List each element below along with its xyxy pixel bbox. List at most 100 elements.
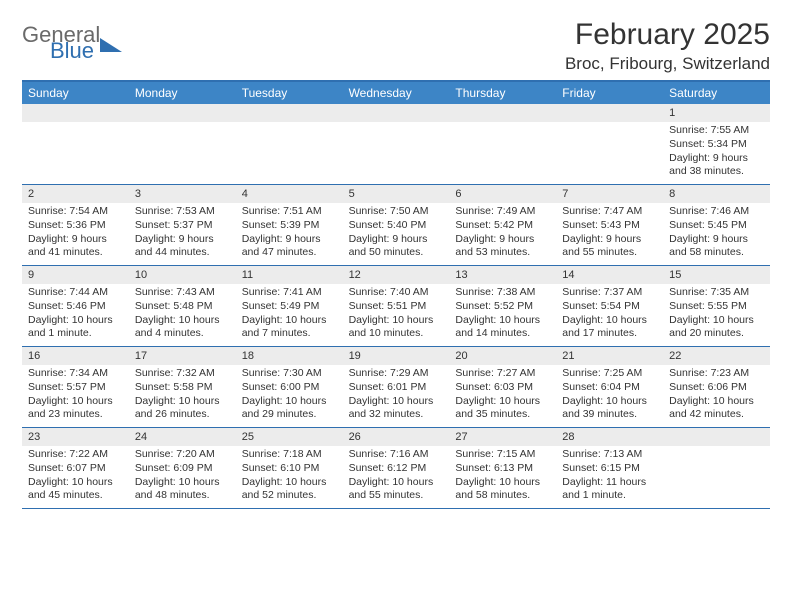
day-details: Sunrise: 7:55 AMSunset: 5:34 PMDaylight:…: [663, 122, 770, 183]
sunrise-text: Sunrise: 7:18 AM: [242, 448, 337, 462]
daylight-text: Daylight: 10 hours and 10 minutes.: [349, 314, 444, 341]
day-details: Sunrise: 7:50 AMSunset: 5:40 PMDaylight:…: [343, 203, 450, 264]
day-cell: 2Sunrise: 7:54 AMSunset: 5:36 PMDaylight…: [22, 185, 129, 265]
day-cell: 22Sunrise: 7:23 AMSunset: 6:06 PMDayligh…: [663, 347, 770, 427]
daylight-text: Daylight: 10 hours and 48 minutes.: [135, 476, 230, 503]
day-details: Sunrise: 7:53 AMSunset: 5:37 PMDaylight:…: [129, 203, 236, 264]
day-cell: 23Sunrise: 7:22 AMSunset: 6:07 PMDayligh…: [22, 428, 129, 508]
sunrise-text: Sunrise: 7:27 AM: [455, 367, 550, 381]
location-subtitle: Broc, Fribourg, Switzerland: [565, 54, 770, 74]
sunset-text: Sunset: 5:52 PM: [455, 300, 550, 314]
logo-triangle-icon: [100, 38, 122, 52]
sunrise-text: Sunrise: 7:30 AM: [242, 367, 337, 381]
sunset-text: Sunset: 5:45 PM: [669, 219, 764, 233]
sunrise-text: Sunrise: 7:55 AM: [669, 124, 764, 138]
day-number: [236, 104, 343, 122]
sunset-text: Sunset: 5:49 PM: [242, 300, 337, 314]
sunrise-text: Sunrise: 7:43 AM: [135, 286, 230, 300]
day-details: Sunrise: 7:16 AMSunset: 6:12 PMDaylight:…: [343, 446, 450, 507]
sunrise-text: Sunrise: 7:25 AM: [562, 367, 657, 381]
daylight-text: Daylight: 10 hours and 45 minutes.: [28, 476, 123, 503]
sunset-text: Sunset: 5:58 PM: [135, 381, 230, 395]
daylight-text: Daylight: 10 hours and 52 minutes.: [242, 476, 337, 503]
day-number: 20: [449, 347, 556, 365]
day-cell: 18Sunrise: 7:30 AMSunset: 6:00 PMDayligh…: [236, 347, 343, 427]
day-details: Sunrise: 7:27 AMSunset: 6:03 PMDaylight:…: [449, 365, 556, 426]
sunset-text: Sunset: 5:54 PM: [562, 300, 657, 314]
week-row: 9Sunrise: 7:44 AMSunset: 5:46 PMDaylight…: [22, 266, 770, 347]
day-cell: 10Sunrise: 7:43 AMSunset: 5:48 PMDayligh…: [129, 266, 236, 346]
day-cell: 8Sunrise: 7:46 AMSunset: 5:45 PMDaylight…: [663, 185, 770, 265]
daylight-text: Daylight: 10 hours and 14 minutes.: [455, 314, 550, 341]
day-details: Sunrise: 7:54 AMSunset: 5:36 PMDaylight:…: [22, 203, 129, 264]
day-details: Sunrise: 7:34 AMSunset: 5:57 PMDaylight:…: [22, 365, 129, 426]
sunrise-text: Sunrise: 7:23 AM: [669, 367, 764, 381]
day-cell: 26Sunrise: 7:16 AMSunset: 6:12 PMDayligh…: [343, 428, 450, 508]
day-number: 19: [343, 347, 450, 365]
day-details: Sunrise: 7:23 AMSunset: 6:06 PMDaylight:…: [663, 365, 770, 426]
day-number: [663, 428, 770, 446]
sunset-text: Sunset: 6:15 PM: [562, 462, 657, 476]
calendar-body: 1Sunrise: 7:55 AMSunset: 5:34 PMDaylight…: [22, 104, 770, 509]
sunrise-text: Sunrise: 7:53 AM: [135, 205, 230, 219]
day-number: 16: [22, 347, 129, 365]
week-row: 16Sunrise: 7:34 AMSunset: 5:57 PMDayligh…: [22, 347, 770, 428]
day-cell: 3Sunrise: 7:53 AMSunset: 5:37 PMDaylight…: [129, 185, 236, 265]
day-details: Sunrise: 7:18 AMSunset: 6:10 PMDaylight:…: [236, 446, 343, 507]
day-details: Sunrise: 7:29 AMSunset: 6:01 PMDaylight:…: [343, 365, 450, 426]
daylight-text: Daylight: 9 hours and 44 minutes.: [135, 233, 230, 260]
sunset-text: Sunset: 6:04 PM: [562, 381, 657, 395]
month-title: February 2025: [565, 18, 770, 52]
daylight-text: Daylight: 10 hours and 7 minutes.: [242, 314, 337, 341]
day-cell: 6Sunrise: 7:49 AMSunset: 5:42 PMDaylight…: [449, 185, 556, 265]
daylight-text: Daylight: 10 hours and 29 minutes.: [242, 395, 337, 422]
day-number: [449, 104, 556, 122]
day-cell: 11Sunrise: 7:41 AMSunset: 5:49 PMDayligh…: [236, 266, 343, 346]
day-details: Sunrise: 7:40 AMSunset: 5:51 PMDaylight:…: [343, 284, 450, 345]
day-number: 18: [236, 347, 343, 365]
day-number: 4: [236, 185, 343, 203]
day-details: Sunrise: 7:44 AMSunset: 5:46 PMDaylight:…: [22, 284, 129, 345]
sunrise-text: Sunrise: 7:46 AM: [669, 205, 764, 219]
daylight-text: Daylight: 9 hours and 47 minutes.: [242, 233, 337, 260]
sunrise-text: Sunrise: 7:34 AM: [28, 367, 123, 381]
sunset-text: Sunset: 5:48 PM: [135, 300, 230, 314]
sunset-text: Sunset: 5:39 PM: [242, 219, 337, 233]
day-details: Sunrise: 7:20 AMSunset: 6:09 PMDaylight:…: [129, 446, 236, 507]
sunset-text: Sunset: 5:55 PM: [669, 300, 764, 314]
daylight-text: Daylight: 10 hours and 23 minutes.: [28, 395, 123, 422]
sunset-text: Sunset: 6:10 PM: [242, 462, 337, 476]
day-header-friday: Friday: [556, 82, 663, 104]
daylight-text: Daylight: 10 hours and 4 minutes.: [135, 314, 230, 341]
day-number: 11: [236, 266, 343, 284]
daylight-text: Daylight: 9 hours and 50 minutes.: [349, 233, 444, 260]
sunset-text: Sunset: 5:37 PM: [135, 219, 230, 233]
day-number: 28: [556, 428, 663, 446]
day-number: 23: [22, 428, 129, 446]
day-cell: 28Sunrise: 7:13 AMSunset: 6:15 PMDayligh…: [556, 428, 663, 508]
day-number: 27: [449, 428, 556, 446]
sunrise-text: Sunrise: 7:32 AM: [135, 367, 230, 381]
day-number: [129, 104, 236, 122]
day-details: Sunrise: 7:35 AMSunset: 5:55 PMDaylight:…: [663, 284, 770, 345]
sunrise-text: Sunrise: 7:51 AM: [242, 205, 337, 219]
day-cell: 20Sunrise: 7:27 AMSunset: 6:03 PMDayligh…: [449, 347, 556, 427]
sunset-text: Sunset: 5:36 PM: [28, 219, 123, 233]
day-number: 2: [22, 185, 129, 203]
day-details: Sunrise: 7:41 AMSunset: 5:49 PMDaylight:…: [236, 284, 343, 345]
day-number: 12: [343, 266, 450, 284]
day-header-thursday: Thursday: [449, 82, 556, 104]
day-number: [22, 104, 129, 122]
day-number: 5: [343, 185, 450, 203]
day-details: Sunrise: 7:22 AMSunset: 6:07 PMDaylight:…: [22, 446, 129, 507]
sunrise-text: Sunrise: 7:13 AM: [562, 448, 657, 462]
day-details: Sunrise: 7:13 AMSunset: 6:15 PMDaylight:…: [556, 446, 663, 507]
day-number: 26: [343, 428, 450, 446]
day-cell: [449, 104, 556, 184]
sunset-text: Sunset: 6:13 PM: [455, 462, 550, 476]
day-details: Sunrise: 7:37 AMSunset: 5:54 PMDaylight:…: [556, 284, 663, 345]
header: General Blue February 2025 Broc, Fribour…: [22, 18, 770, 74]
daylight-text: Daylight: 10 hours and 39 minutes.: [562, 395, 657, 422]
day-number: 17: [129, 347, 236, 365]
day-cell: 1Sunrise: 7:55 AMSunset: 5:34 PMDaylight…: [663, 104, 770, 184]
